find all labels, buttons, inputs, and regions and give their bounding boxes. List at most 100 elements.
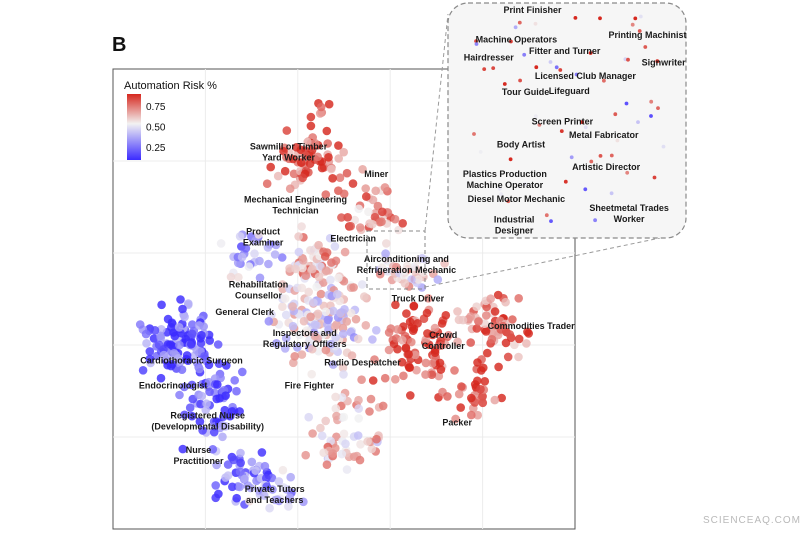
- occupation-point: [508, 315, 517, 324]
- inset-point: [482, 67, 487, 71]
- occupation-point: [204, 360, 214, 370]
- occupation-point: [392, 262, 401, 272]
- inset-occupation-label: Fitter and Turner: [529, 46, 601, 56]
- occupation-point: [357, 280, 367, 289]
- occupation-point: [305, 159, 315, 168]
- inset-point: [637, 29, 642, 33]
- occupation-point: [169, 328, 178, 337]
- occupation-point: [235, 467, 245, 477]
- occupation-point: [497, 393, 507, 403]
- occupation-point: [501, 297, 510, 307]
- inset-labels: Print Finisher Printing Machinist Machine …: [463, 5, 687, 236]
- occupation-point: [279, 483, 288, 492]
- inset-point: [517, 20, 522, 25]
- occupation-point: [307, 344, 317, 354]
- occupation-point: [211, 493, 220, 503]
- inset-point: [474, 39, 478, 43]
- occupation-point: [337, 213, 346, 222]
- occupation-point: [357, 375, 366, 385]
- occupation-point: [250, 249, 259, 258]
- occupation-point: [353, 431, 363, 440]
- occupation-point: [301, 271, 311, 281]
- occupation-point: [280, 166, 290, 176]
- occupation-point: [342, 168, 352, 178]
- occupation-point: [197, 330, 206, 340]
- occupation-point: [317, 163, 327, 173]
- inset-point: [580, 120, 585, 124]
- occupation-point: [244, 262, 254, 271]
- occupation-point: [320, 252, 330, 261]
- occupation-point: [308, 429, 317, 438]
- occupation-point: [257, 448, 267, 457]
- occupation-point: [408, 326, 418, 336]
- occupation-point: [482, 311, 491, 320]
- occupation-point: [505, 330, 515, 339]
- occupation-point: [315, 109, 325, 118]
- occupation-point: [331, 404, 341, 413]
- occupation-point: [421, 358, 431, 368]
- occupation-point: [361, 321, 371, 330]
- inset-occupation-label: Machine Operators: [476, 35, 558, 45]
- inset-point: [537, 123, 542, 127]
- occupation-point: [225, 411, 235, 421]
- occupation-point: [230, 376, 239, 385]
- occupation-point: [339, 412, 349, 422]
- occupation-point: [286, 472, 296, 482]
- occupation-point: [328, 449, 338, 458]
- occupation-point: [142, 339, 151, 348]
- inset-occupation-label: Screen Printer: [532, 117, 594, 127]
- occupation-point: [354, 404, 364, 413]
- occupation-point: [187, 339, 196, 349]
- occupation-point: [334, 141, 343, 150]
- occupation-point: [457, 382, 466, 391]
- occupation-point: [391, 375, 400, 384]
- inset-point: [589, 159, 594, 164]
- zoom-connector-bottom: [424, 237, 661, 288]
- occupation-point: [382, 239, 391, 248]
- occupation-point: [178, 444, 188, 454]
- occupation-point: [409, 262, 419, 272]
- occupation-point: [297, 283, 307, 293]
- occupation-point: [289, 358, 298, 368]
- occupation-label: General Clerk: [215, 307, 275, 317]
- occupation-point: [417, 253, 427, 263]
- inset-occupation-label: Diesel Motor Mechanic: [468, 194, 566, 204]
- occupation-point: [322, 460, 332, 470]
- occupation-point: [421, 370, 430, 379]
- occupation-label: Fire Fighter: [285, 381, 335, 391]
- occupation-point: [282, 153, 291, 162]
- occupation-point: [255, 256, 264, 266]
- occupation-point: [241, 244, 251, 253]
- occupation-point: [490, 307, 500, 316]
- occupation-point: [368, 335, 377, 344]
- inset-points: [472, 14, 666, 224]
- occupation-point: [466, 312, 475, 321]
- inset-point: [583, 125, 588, 130]
- occupation-label: Sawmill or Timber Yard Worker: [250, 142, 328, 163]
- occupation-point: [368, 376, 378, 385]
- occupation-point: [195, 417, 205, 426]
- occupation-point: [322, 126, 332, 136]
- occupation-point: [262, 482, 272, 491]
- inset-point: [633, 16, 638, 21]
- occupation-point: [339, 329, 348, 339]
- inset-point: [598, 16, 602, 21]
- occupation-point: [296, 145, 306, 155]
- occupation-point: [180, 312, 189, 322]
- occupation-point: [365, 407, 374, 416]
- occupation-point: [473, 358, 482, 367]
- inset-point: [559, 129, 564, 134]
- inset-point: [558, 68, 563, 72]
- occupation-point: [285, 184, 295, 193]
- inset-point: [643, 45, 648, 49]
- occupation-point: [429, 269, 438, 279]
- occupation-point: [273, 171, 283, 181]
- occupation-point: [423, 329, 432, 338]
- occupation-point: [486, 294, 496, 304]
- occupation-point: [384, 328, 394, 337]
- occupation-point: [314, 272, 324, 282]
- occupation-point: [480, 377, 490, 386]
- occupation-point: [200, 352, 209, 361]
- occupation-point: [368, 195, 378, 205]
